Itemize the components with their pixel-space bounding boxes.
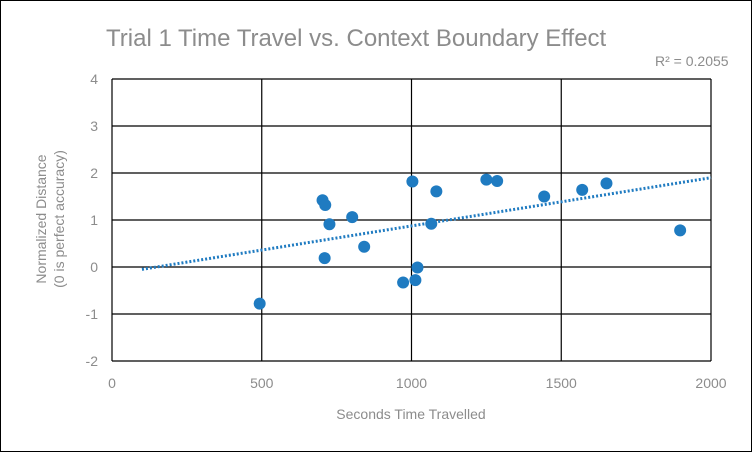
data-point	[358, 240, 371, 253]
x-tick-label: 1000	[396, 375, 427, 391]
x-tick-label: 1500	[546, 375, 577, 391]
data-point	[323, 218, 336, 231]
data-point	[430, 185, 443, 198]
data-point	[600, 177, 613, 190]
y-tick-label: 3	[90, 118, 98, 134]
data-point	[346, 211, 359, 224]
data-point	[491, 174, 504, 187]
y-tick-label: 4	[90, 71, 98, 87]
data-point	[538, 190, 551, 203]
r-squared-label: R² = 0.2055	[655, 53, 729, 69]
x-tick-label: 2000	[695, 375, 726, 391]
x-tick-label: 500	[250, 375, 274, 391]
y-tick-label: 0	[90, 259, 98, 275]
data-point	[425, 217, 438, 230]
data-point	[409, 274, 422, 287]
x-axis-ticks: 0 500 1000 1500 2000	[108, 375, 727, 391]
y-tick-label: 1	[90, 212, 98, 228]
y-tick-label: -2	[86, 353, 99, 369]
x-axis-title: Seconds Time Travelled	[336, 406, 485, 422]
y-axis-title-line1: Normalized Distance	[33, 154, 49, 283]
y-axis-title-line2: (0 is perfect accuracy)	[51, 150, 67, 288]
data-point	[318, 252, 331, 265]
data-point	[674, 224, 687, 237]
y-axis-ticks: -2 -1 0 1 2 3 4	[86, 71, 99, 369]
data-points	[253, 173, 687, 310]
x-tick-label: 0	[108, 375, 116, 391]
y-tick-label: -1	[86, 306, 99, 322]
data-point	[319, 198, 332, 211]
data-point	[480, 173, 493, 186]
chart-title: Trial 1 Time Travel vs. Context Boundary…	[106, 25, 607, 52]
y-tick-label: 2	[90, 165, 98, 181]
data-point	[397, 276, 410, 289]
gridlines	[111, 78, 712, 362]
data-point	[411, 261, 424, 274]
data-point	[253, 297, 266, 310]
data-point	[406, 175, 419, 188]
data-point	[576, 183, 589, 196]
